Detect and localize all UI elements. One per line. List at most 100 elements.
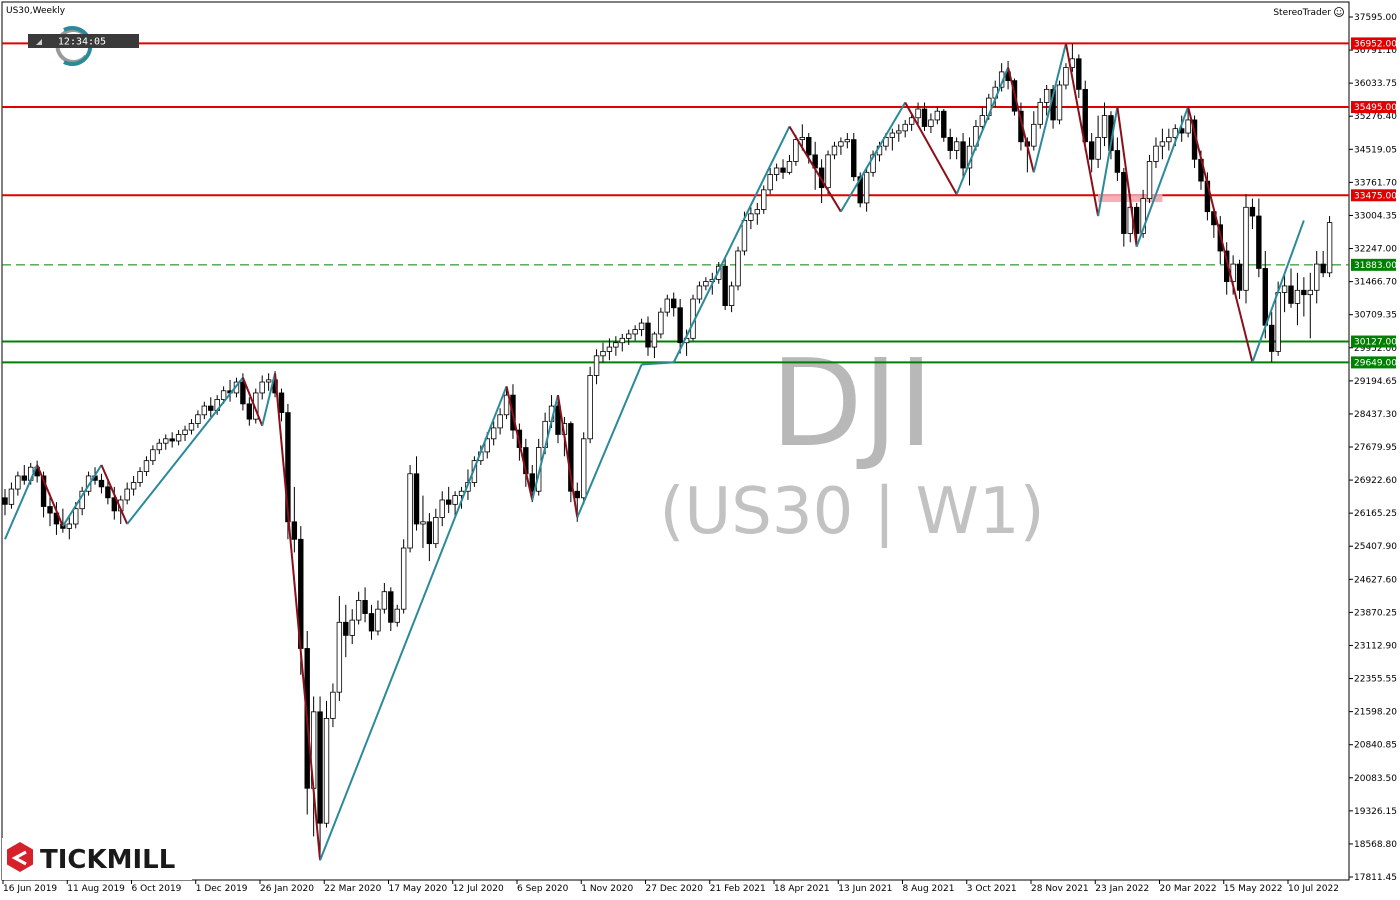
candle [426,513,433,562]
y-tick-label: 26922.60 [1354,476,1397,486]
candle [317,696,323,859]
bearish-candle-body [921,108,928,127]
y-tick-label: 22355.55 [1354,675,1397,685]
bullish-candle-body [201,405,208,416]
bearish-candle-body [941,110,947,138]
bearish-candle-body [40,475,47,507]
bullish-candle-body [1146,161,1153,199]
y-tick-label: 30709.35 [1354,311,1397,321]
bearish-candle-body [671,298,677,309]
bullish-candle-body [381,591,388,610]
candle [722,257,728,310]
candle [259,375,265,400]
candle [201,401,208,420]
candle [638,318,645,337]
x-tick-label: 27 Dec 2020 [646,884,704,894]
candle [15,471,21,496]
candle [870,150,876,177]
candle [908,113,915,131]
bearish-candle-body [645,322,651,348]
candle [1037,98,1043,129]
bearish-candle-body [1301,289,1307,296]
candle [645,316,651,356]
candle [767,167,773,195]
bullish-candle-body [773,167,780,175]
y-tick-label: 19326.15 [1354,807,1397,817]
bearish-candle-body [857,176,863,204]
bullish-candle-body [761,189,767,210]
level-label-bg [1351,356,1396,369]
bullish-candle-body [626,333,632,339]
bullish-candle-body [638,322,645,331]
candle [265,373,272,391]
bullish-candle-body [1307,289,1313,296]
expand-arrow-icon[interactable] [36,39,42,45]
bullish-candle-body [741,220,748,252]
clock-time: 12:34:05 [58,37,106,48]
bullish-candle-body [265,379,272,383]
x-tick-label: 21 Feb 2021 [710,884,766,894]
candle [195,410,201,428]
candle [156,438,163,455]
candle [947,128,953,160]
bearish-candle-body [2,497,8,505]
bullish-candle-body [1140,198,1146,234]
bullish-candle-body [124,488,130,501]
candle [1031,111,1037,151]
bullish-candle-body [130,482,137,490]
bullish-candle-body [703,281,709,287]
bearish-candle-body [529,473,535,492]
y-tick-label: 29952.00 [1354,344,1397,354]
candle [1043,84,1050,116]
candle [1088,133,1095,173]
bullish-candle-body [8,488,15,505]
bearish-candle-body [21,475,27,481]
price-axis[interactable]: 37595.00 36791.10 36033.75 35276.40 34519.05… [1349,13,1397,883]
bullish-candle-body [883,137,889,147]
bullish-candle-body [1031,123,1037,147]
candle [98,473,105,494]
candle [863,167,870,212]
bullish-candle-body [1037,102,1043,125]
candle [934,106,941,125]
y-tick-label: 29194.65 [1354,377,1397,387]
bullish-candle-body [838,141,844,147]
bearish-candle-body [1269,324,1275,352]
candle [1326,216,1333,278]
current-level-label: 31883.00 [1351,258,1397,271]
bullish-candle-body [902,123,908,132]
candle [130,475,137,496]
bearish-candle-body [445,499,452,505]
x-tick-label: 16 Jun 2019 [3,884,57,894]
candle [323,700,330,828]
bullish-candle-body [1166,137,1172,143]
candle [137,467,143,487]
candle [1243,194,1249,304]
time-axis[interactable]: 16 Jun 2019 11 Aug 2019 6 Oct 2019 1 Dec 20… [2,880,1339,894]
candle [1256,198,1262,278]
candle [452,491,458,518]
zigzag-down-segment [1007,67,1035,173]
clock-panel[interactable] [28,34,139,48]
candle [979,106,986,131]
candle [2,489,8,516]
plot-area[interactable] [1,1,1350,881]
candle [1114,137,1121,182]
candle [953,137,960,160]
bullish-candle-body [928,119,934,127]
x-tick-label: 6 Sep 2020 [517,884,569,894]
bullish-candle-body [1095,137,1101,160]
bullish-candle-body [1243,206,1249,291]
candle [445,486,452,514]
candle [66,515,72,540]
y-tick-label: 32247.00 [1354,245,1397,255]
candle [831,141,838,160]
candle [748,207,754,230]
candle [793,135,799,166]
level-label-bg [1351,37,1396,50]
y-tick-label: 23870.25 [1354,608,1397,618]
bullish-candle-body [870,154,876,173]
x-tick-label: 8 Aug 2021 [903,884,955,894]
zigzag-up-segment [641,361,674,366]
